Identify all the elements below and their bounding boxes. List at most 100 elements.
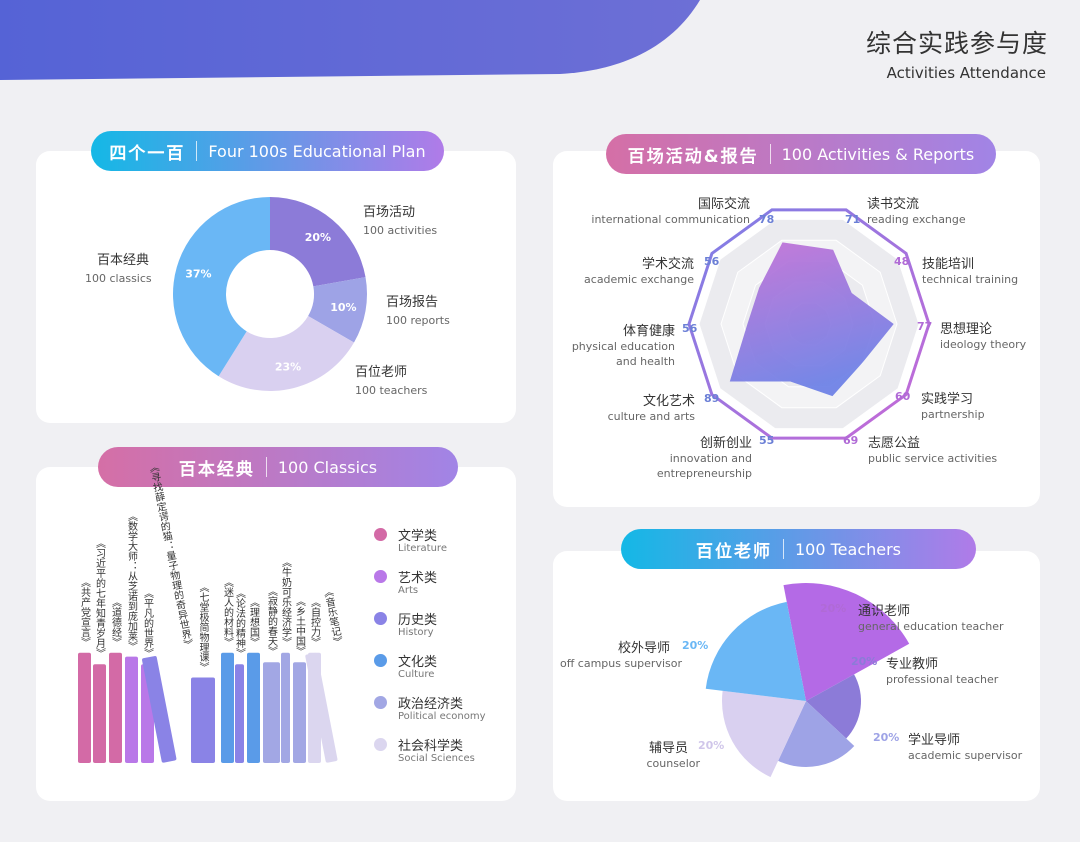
radar-axis-cn-5: 创新创业	[699, 436, 752, 451]
plan-section-pill: 四个一百 Four 100s Educational Plan	[91, 131, 444, 171]
radar-outer-ring	[687, 208, 931, 440]
radar-axis-value-0: 71	[845, 213, 861, 226]
radar-axis-value-1: 48	[894, 255, 910, 268]
book-bar-9	[247, 652, 260, 763]
teachers-rose-chart	[705, 583, 910, 778]
donut-label-en-2: 100 teachers	[355, 384, 428, 397]
classics-title-cn: 百本经典	[178, 459, 255, 480]
book-title-11: 《牛奶可乐经济学》	[279, 556, 291, 647]
classics-section-pill: 百本经典 100 Classics	[98, 447, 458, 487]
book-title-2: 《道德经》	[109, 596, 121, 647]
legend-swatch-3	[374, 654, 387, 667]
rose-pct-0: 20%	[820, 602, 847, 615]
rose-label-en-3: counselor	[646, 757, 700, 770]
rose-label-cn-2: 学业导师	[908, 733, 961, 748]
book-bar-1	[93, 664, 106, 763]
legend-cn-1: 艺术类	[398, 571, 438, 586]
rose-slice-1	[806, 674, 861, 739]
rose-label-en-2: academic supervisor	[908, 749, 1023, 762]
radar-axis-cn-7: 体育健康	[622, 324, 675, 339]
book-title-3: 《数学大师：从芝诺到庞加莱》	[125, 510, 137, 651]
legend-en-5: Social Sciences	[398, 753, 475, 764]
radar-axis-en-6-0: culture and arts	[607, 410, 695, 423]
legend-cn-2: 历史类	[398, 613, 438, 628]
book-title-0: 《共产党宣言》	[78, 576, 90, 647]
rose-pct-4: 20%	[682, 639, 709, 652]
rose-label-en-0: general education teacher	[858, 620, 1004, 633]
book-bar-11	[281, 652, 290, 763]
rose-pct-1: 20%	[851, 655, 878, 668]
book-bar-3	[125, 656, 138, 763]
radar-axis-cn-2: 思想理论	[940, 322, 993, 337]
book-title-7: 《迷人的材料》	[221, 576, 233, 647]
book-bar-2	[109, 652, 122, 763]
book-title-9: 《理想国》	[247, 596, 259, 647]
teachers-title-en: 100 Teachers	[794, 539, 902, 559]
radar-axis-value-6: 89	[704, 392, 720, 405]
radar-axis-value-3: 60	[895, 390, 911, 403]
legend-cn-3: 文化类	[398, 655, 438, 670]
radar-axis-value-4: 69	[843, 434, 859, 447]
radar-axis-en-7-1: and health	[615, 355, 675, 368]
radar-axis-en-7-0: physical education	[571, 340, 675, 353]
legend-swatch-1	[374, 570, 387, 583]
donut-label-cn-3: 百本经典	[97, 253, 150, 268]
radar-axis-cn-1: 技能培训	[922, 257, 975, 272]
radar-axis-cn-0: 读书交流	[867, 197, 920, 212]
book-bar-14	[305, 652, 338, 763]
radar-axis-value-7: 56	[682, 322, 698, 335]
classics-books-chart	[78, 652, 338, 763]
activities-section-pill: 百场活动&报告 100 Activities & Reports	[606, 134, 996, 174]
donut-slice-2	[218, 316, 355, 391]
donut-slice-1	[308, 277, 367, 343]
rose-label-cn-3: 辅导员	[648, 741, 688, 756]
book-title-1: 《习近平的七年知青岁月》	[93, 538, 105, 659]
teachers-section-pill: 百位老师 100 Teachers	[621, 529, 976, 569]
page-subtitle: Activities Attendance	[886, 64, 1046, 82]
donut-pct-label-1: 10%	[330, 301, 356, 314]
donut-label-cn-0: 百场活动	[363, 205, 416, 220]
book-title-10: 《寂静的春天》	[265, 586, 277, 657]
book-title-13: 《自控力》	[308, 596, 320, 647]
legend-swatch-5	[374, 738, 387, 751]
rose-slice-0	[783, 583, 910, 701]
donut-pct-label-0: 20%	[305, 231, 331, 244]
legend-cn-0: 文学类	[398, 529, 438, 544]
radar-axis-en-0-0: reading exchange	[867, 213, 966, 226]
donut-pct-label-2: 23%	[275, 360, 301, 373]
legend-cn-4: 政治经济类	[398, 697, 464, 712]
classics-title-en: 100 Classics	[277, 457, 378, 477]
radar-axis-cn-8: 学术交流	[641, 257, 694, 272]
activities-title-cn: 百场活动&报告	[627, 146, 759, 167]
radar-axis-en-3-0: partnership	[921, 408, 985, 421]
teachers-title-cn: 百位老师	[695, 541, 772, 562]
rose-label-cn-1: 专业教师	[886, 657, 939, 672]
radar-axis-en-8-0: academic exchange	[584, 273, 694, 286]
rose-slice-3	[722, 690, 806, 778]
legend-en-1: Arts	[398, 585, 419, 596]
donut-label-cn-1: 百场报告	[386, 295, 439, 310]
legend-cn-5: 社会科学类	[398, 739, 464, 754]
book-bar-12	[293, 662, 306, 763]
donut-label-en-3: 100 classics	[85, 272, 152, 285]
donut-label-en-1: 100 reports	[386, 314, 450, 327]
legend-swatch-4	[374, 696, 387, 709]
book-bar-7	[221, 652, 234, 763]
radar-axis-en-2-0: ideology theory	[940, 338, 1027, 351]
rose-pct-3: 20%	[698, 739, 725, 752]
book-bar-5	[142, 656, 177, 763]
radar-axis-cn-9: 国际交流	[697, 197, 750, 212]
radar-axis-value-2: 77	[917, 320, 933, 333]
book-title-12: 《乡土中国》	[293, 596, 305, 657]
rose-slice-4	[705, 601, 806, 701]
radar-axis-en-5-1: entrepreneurship	[656, 467, 752, 480]
radar-axis-value-9: 78	[759, 213, 775, 226]
legend-swatch-2	[374, 612, 387, 625]
legend-en-2: History	[398, 627, 434, 638]
book-title-4: 《平凡的世界》	[141, 588, 153, 659]
book-bar-8	[235, 664, 244, 763]
plan-donut-chart: 20% 10% 23% 37%	[172, 197, 367, 391]
donut-slice-3	[172, 197, 270, 377]
radar-axis-cn-6: 文化艺术	[642, 394, 695, 409]
activities-radar-chart	[687, 208, 931, 440]
